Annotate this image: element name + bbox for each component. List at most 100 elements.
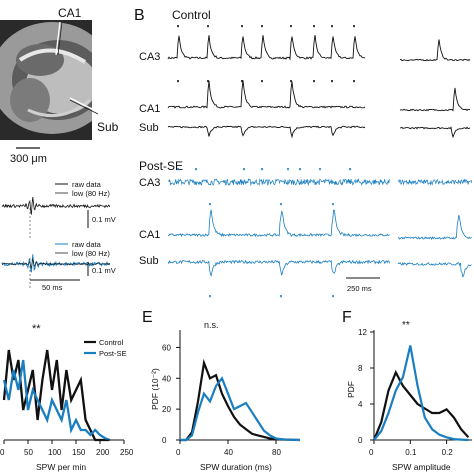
panel-d-significance: ** <box>32 323 41 335</box>
postse-title: Post-SE <box>139 159 183 173</box>
panel-e-ytick-label: 20 <box>162 405 171 414</box>
slice-label-sub: Sub <box>97 120 119 134</box>
trace-control-ca3 <box>167 35 366 61</box>
panel-e-control-line <box>180 358 301 442</box>
panel-e-ytick-label: 60 <box>162 343 171 352</box>
label-control-sub: Sub <box>139 122 159 134</box>
control-title: Control <box>172 8 211 22</box>
sub-electrode <box>69 97 99 113</box>
raw-vscale-top-label: 0.1 mV <box>92 215 116 224</box>
event-marker-control-top <box>207 25 209 28</box>
label-control-ca1: CA1 <box>139 103 160 115</box>
panel-f-xtick-label: 0 <box>369 448 374 457</box>
event-marker-control-top <box>177 25 179 28</box>
trace-postse-sub-zoom <box>397 262 472 278</box>
panel-f-ytick-label: 8 <box>358 364 363 373</box>
panel-d-legend-postse: Post-SE <box>99 349 127 358</box>
panel-e-xtick-label: 0 <box>176 448 181 457</box>
panel-e: 0 20 40 60 0 40 80 n.s. SPW duration (ms) PDF … <box>150 320 301 472</box>
time-scale-label: 250 ms <box>347 284 372 293</box>
event-marker-postse-mid <box>280 203 282 206</box>
panel-label-f: F <box>342 309 352 326</box>
panel-d-xtick-label: 250 <box>120 448 134 457</box>
trace-control-sub-zoom <box>399 126 471 139</box>
event-marker-postse-top <box>287 168 289 171</box>
panel-e-xtick-label: 80 <box>272 448 281 457</box>
panel-f-significance: ** <box>402 320 410 331</box>
panel-e-ticks: 0 20 40 60 0 40 80 <box>162 343 281 457</box>
panel-d-xlabel: SPW per min <box>36 462 86 472</box>
legend-low-top: low (80 Hz) <box>72 189 110 198</box>
event-marker-control-bottom <box>177 80 179 83</box>
trace-control-ca1 <box>167 80 366 109</box>
ca1-electrode-shadow <box>57 21 63 56</box>
raw-trace-postse-low <box>1 258 111 269</box>
event-marker-control-bottom <box>331 80 333 83</box>
panel-d-control-line <box>2 349 110 442</box>
event-marker-control-top <box>290 25 292 28</box>
raw-tscale-label: 50 ms <box>42 283 63 292</box>
slice-scale-label: 300 μm <box>10 153 47 165</box>
panel-e-xtick-label: 40 <box>224 448 233 457</box>
panel-f-xtick-label: 0.1 <box>405 448 417 457</box>
label-postse-ca1: CA1 <box>139 229 160 241</box>
trace-control-ca1-zoom <box>399 87 471 112</box>
trace-postse-ca1-zoom <box>397 215 472 241</box>
panel-e-ytick-label: 0 <box>162 436 167 445</box>
event-marker-control-top <box>261 25 263 28</box>
panel-f-ytick-label: 4 <box>358 400 363 409</box>
panel-f-ylabel: PDF <box>346 381 356 398</box>
event-marker-postse-top <box>319 168 321 171</box>
panel-label-b: B <box>134 7 145 24</box>
trace-postse-ca3 <box>168 177 390 187</box>
event-marker-postse-bottom <box>280 295 282 298</box>
event-marker-control-top <box>331 25 333 28</box>
raw-trace-control <box>1 197 111 215</box>
panel-d-xtick-label: 200 <box>96 448 110 457</box>
event-marker-postse-top <box>177 168 179 171</box>
trace-postse-sub <box>167 259 390 277</box>
legend-low-bottom: low (80 Hz) <box>72 249 110 258</box>
trace-control-ca3-zoom <box>399 39 471 62</box>
panel-f-xlabel: SPW amplitude <box>392 462 451 472</box>
panel-d-legend-control: Control <box>99 338 124 347</box>
event-marker-control-bottom <box>313 80 315 83</box>
trace-postse-ca3-zoom <box>397 178 473 186</box>
event-marker-postse-mid <box>332 203 334 206</box>
event-marker-control-top <box>313 25 315 28</box>
panel-d-xtick-label: 50 <box>24 448 33 457</box>
trace-postse-ca1 <box>167 209 390 238</box>
panel-e-postse-line <box>180 376 301 442</box>
panel-d-xtick-label: 0 <box>0 448 5 457</box>
label-postse-sub: Sub <box>139 255 159 267</box>
panel-d-postse-line <box>2 359 111 442</box>
slice-label-ca1: CA1 <box>58 6 82 20</box>
legend-raw-bottom: raw data <box>72 240 102 249</box>
event-marker-control-top <box>353 25 355 28</box>
event-marker-postse-bottom <box>332 295 334 298</box>
event-marker-control-top <box>241 25 243 28</box>
sub-electrode-shadow <box>69 99 99 115</box>
legend-raw-top: raw data <box>72 180 102 189</box>
event-marker-postse-mid <box>209 203 211 206</box>
channel-traces <box>167 25 473 298</box>
panel-f-xtick-label: 0.2 <box>442 448 454 457</box>
panel-f-ytick-label: 0 <box>358 436 363 445</box>
event-marker-postse-top <box>299 168 301 171</box>
panel-e-ylabel: PDF (10⁻²) <box>150 368 160 410</box>
event-marker-postse-bottom <box>209 295 211 298</box>
trace-control-sub <box>167 125 366 139</box>
ca1-electrode <box>55 21 61 56</box>
event-marker-control-bottom <box>261 80 263 83</box>
event-marker-control-bottom <box>353 80 355 83</box>
panel-e-ytick-label: 40 <box>162 374 171 383</box>
panel-f: 0 4 8 12 0 0.1 0.2 ** SPW amplitude PDF <box>346 320 472 472</box>
panel-e-significance: n.s. <box>204 320 219 330</box>
raw-vscale-bottom-label: 0.1 mV <box>92 266 116 275</box>
panel-f-ticks: 0 4 8 12 0 0.1 0.2 <box>358 328 453 457</box>
panel-e-xlabel: SPW duration (ms) <box>200 462 272 472</box>
panel-label-e: E <box>142 309 153 326</box>
raw-legend-top: raw data low (80 Hz) <box>55 180 110 198</box>
event-marker-postse-top <box>261 168 263 171</box>
